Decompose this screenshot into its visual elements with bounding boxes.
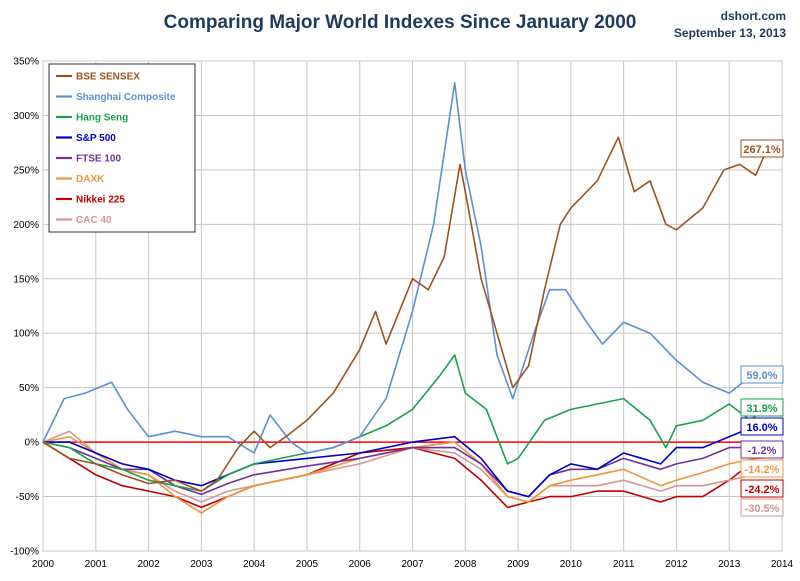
x-tick-label: 2000	[32, 559, 55, 570]
series-line	[42, 441, 767, 498]
end-label-box	[740, 440, 784, 459]
end-label-box	[740, 417, 784, 436]
y-tick-label: 0%	[25, 438, 40, 449]
x-tick-label: 2008	[454, 559, 477, 570]
end-label: -30.5%	[745, 503, 780, 515]
date-label: September 13, 2013	[674, 26, 786, 40]
end-label: -1.2%	[748, 445, 777, 457]
x-tick-label: 2004	[243, 559, 266, 570]
y-tick-label: 350%	[13, 57, 39, 68]
end-label-box	[740, 479, 784, 498]
series-line	[43, 423, 767, 498]
end-label: -14.2%	[745, 464, 780, 476]
end-label-box	[740, 498, 784, 517]
end-label-box	[740, 398, 784, 417]
x-tick-label: 2003	[190, 559, 213, 570]
x-tick-label: 2005	[296, 559, 319, 570]
end-label: 267.1%	[743, 144, 781, 156]
x-tick-label: 2009	[507, 559, 530, 570]
x-tick-label: 2001	[85, 559, 108, 570]
y-tick-label: 200%	[13, 220, 39, 231]
series-line	[42, 441, 767, 509]
x-tick-label: 2013	[718, 559, 741, 570]
end-label: 59.0%	[746, 370, 777, 382]
end-label: -24.2%	[745, 484, 780, 496]
series-lines	[42, 82, 767, 514]
x-tick-label: 2012	[665, 559, 688, 570]
y-tick-label: 250%	[13, 165, 39, 176]
legend: BSE SENSEX Shanghai Composite Hang Seng S&P…	[48, 63, 196, 233]
legend-label: Shanghai Composite	[76, 92, 176, 103]
legend-box	[48, 63, 196, 233]
legend-label: DAXK	[76, 174, 105, 185]
legend-label: CAC 40	[76, 215, 112, 226]
x-tick-label: 2002	[137, 559, 160, 570]
end-label-box	[740, 365, 784, 384]
x-tick-label: 2014	[771, 559, 794, 570]
end-label: 16.0%	[746, 422, 777, 434]
end-label-box	[740, 459, 784, 478]
series-line	[42, 354, 767, 492]
x-tick-label: 2006	[349, 559, 372, 570]
end-labels: 267.1% 59.0% 31.9% 16.0% -1.2% -14.2% -24.2% -3…	[740, 139, 784, 517]
legend-label: FTSE 100	[76, 154, 121, 165]
y-tick-label: -100%	[10, 547, 39, 558]
legend-label: Hang Seng	[76, 113, 128, 124]
x-tick-label: 2011	[613, 559, 635, 570]
legend-label: Nikkei 225	[76, 195, 125, 206]
y-tick-label: -50%	[16, 492, 39, 503]
y-tick-label: 50%	[19, 383, 39, 394]
y-tick-label: 150%	[13, 274, 39, 285]
source-label: dshort.com	[721, 9, 786, 23]
series-line	[42, 136, 767, 492]
series-line	[42, 82, 767, 454]
legend-label: BSE SENSEX	[76, 72, 140, 83]
series-line	[42, 435, 767, 514]
end-label-box	[740, 139, 784, 158]
chart-title: Comparing Major World Indexes Since Janu…	[164, 12, 637, 33]
y-tick-label: 300%	[13, 111, 39, 122]
y-tick-label: 100%	[13, 329, 39, 340]
end-label: 31.9%	[746, 403, 777, 415]
x-tick-label: 2007	[401, 559, 424, 570]
legend-label: S&P 500	[76, 133, 116, 144]
x-tick-label: 2010	[560, 559, 583, 570]
